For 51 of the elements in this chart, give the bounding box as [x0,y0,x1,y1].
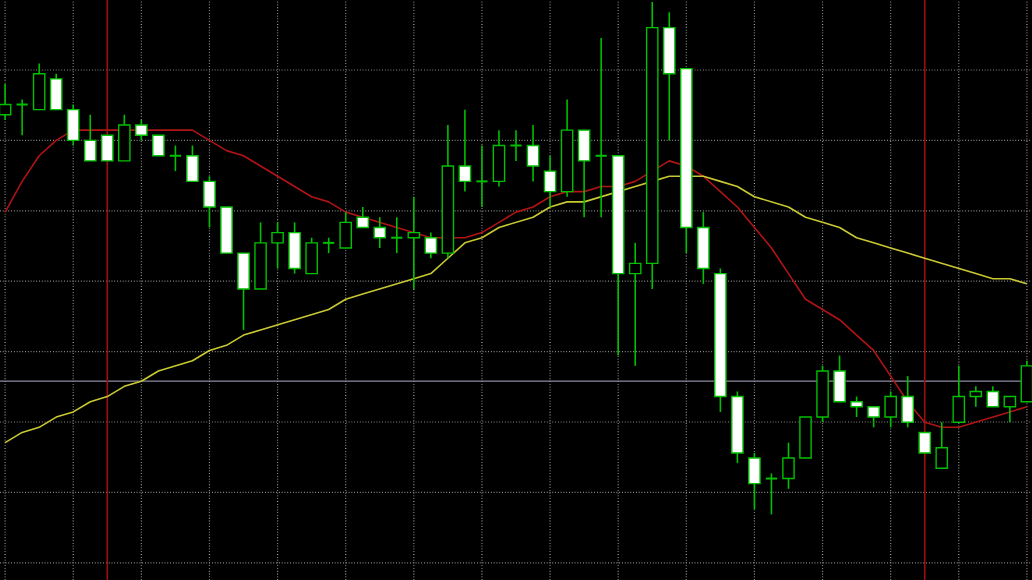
candlestick [373,216,387,249]
candlestick [799,416,812,459]
candlestick [901,375,915,429]
candlestick [1003,395,1017,423]
candlestick [867,406,880,429]
candlestick [288,221,301,275]
candlestick [152,134,165,157]
candlestick [254,221,267,290]
candlestick [271,221,284,270]
candlestick [577,129,591,219]
candlestick [15,98,29,137]
candlestick [424,231,438,260]
candlestick [203,175,216,229]
candlestick [237,252,250,331]
candlestick [782,441,795,490]
candlestick [986,385,1000,408]
candlestick [509,129,523,162]
candlestick [118,113,131,162]
candlestick [594,37,608,219]
candlestick [628,242,642,367]
candlestick [475,144,489,208]
candlestick [339,211,353,249]
candlestick [543,154,557,208]
candlestick [458,108,472,193]
candlestick [662,11,676,142]
candlestick [32,62,46,111]
candlestick [764,472,779,516]
candlestick [135,119,148,142]
candlestick [66,103,80,147]
candlestick [850,395,863,418]
candlestick [697,211,710,285]
candlestick [526,124,540,183]
candlestick [220,206,233,254]
candlestick [884,390,897,429]
candlestick [935,421,949,470]
candlestick [492,129,506,188]
candlestick [952,365,966,423]
candlestick [305,236,318,275]
candlestick [186,144,199,183]
candlestick [407,195,421,290]
candlestick [356,206,370,229]
candlestick [49,72,63,111]
candlestick [100,134,114,162]
candlestick [83,113,97,162]
candlestick [969,385,983,408]
candlestick [918,431,932,454]
candlestick [390,216,404,254]
candlestick [833,354,846,403]
candlestick [168,144,183,172]
candlestick [816,365,829,423]
candlestick [748,452,761,511]
